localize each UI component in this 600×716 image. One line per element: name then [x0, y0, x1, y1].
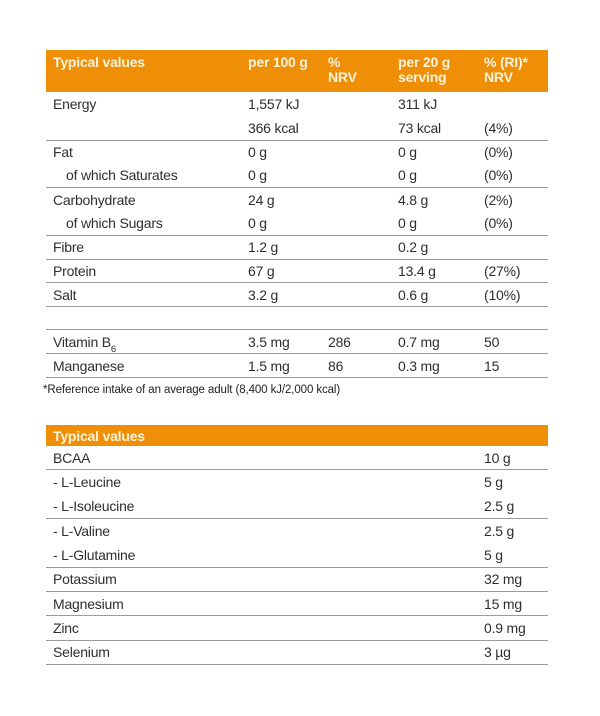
header-ri-nrv: % (RI)* NRV	[484, 54, 528, 85]
cell-per-100g: 366 kcal	[248, 119, 299, 136]
label-subscript: 6	[110, 344, 116, 356]
cell-label: Energy	[53, 95, 97, 112]
cell-label: - L-Leucine	[53, 474, 121, 491]
cell-label: Magnesium	[53, 595, 124, 612]
cell-value: 2.5 g	[484, 498, 515, 515]
cell-nrv: 286	[328, 333, 351, 350]
cell-value: 3 µg	[484, 644, 511, 661]
cell-label: BCAA	[53, 449, 91, 466]
cell-ri-nrv: (0%)	[484, 143, 513, 160]
cell-per-100g: 1,557 kJ	[248, 95, 300, 112]
table-row: - L-Glutamine 5 g	[46, 543, 548, 568]
table-body: Energy 1,557 kJ 311 kJ 366 kcal 73 kcal (4%) F…	[46, 92, 548, 379]
cell-per-20g: 0.7 mg	[398, 333, 440, 350]
cell-value: 10 g	[484, 449, 511, 466]
cell-label: Salt	[53, 286, 77, 303]
cell-label: Zinc	[53, 619, 79, 636]
cell-value: 5 g	[484, 474, 503, 491]
table-header-bar: Typical values per 100 g % NRV per 20 g …	[46, 50, 548, 92]
cell-ri-nrv: (4%)	[484, 119, 513, 136]
cell-per-20g: 4.8 g	[398, 191, 429, 208]
header-nrv: % NRV	[328, 54, 357, 85]
cell-per-100g: 1.5 mg	[248, 357, 290, 374]
table-row: Fat 0 g 0 g (0%)	[46, 139, 548, 164]
table-row: Potassium 32 mg	[46, 568, 548, 592]
cell-ri-nrv: (2%)	[484, 191, 513, 208]
cell-per-100g: 67 g	[248, 262, 275, 279]
cell-label: - L-Isoleucine	[53, 498, 135, 515]
table-row: Magnesium 15 mg	[46, 592, 548, 617]
table-header-bar: Typical values	[46, 425, 548, 446]
cell-label: Carbohydrate	[53, 191, 136, 208]
cell-value: 5 g	[484, 546, 503, 563]
table-row: Vitamin B6 3.5 mg 286 0.7 mg 50	[46, 330, 548, 356]
header-per-20g-serving: per 20 g serving	[398, 54, 451, 85]
table-row: Energy 1,557 kJ 311 kJ	[46, 92, 548, 116]
cell-ri-nrv: (27%)	[484, 262, 521, 279]
cell-label: Potassium	[53, 571, 117, 588]
cell-label: Vitamin B6	[53, 333, 116, 356]
cell-per-20g: 73 kcal	[398, 119, 441, 136]
table-row: Manganese 1.5 mg 86 0.3 mg 15	[46, 353, 548, 377]
cell-per-100g: 0 g	[248, 143, 267, 160]
table-body: BCAA 10 g - L-Leucine 5 g - L-Isoleucine 2.5 …	[46, 446, 548, 665]
cell-value: 2.5 g	[484, 523, 515, 540]
cell-label: Manganese	[53, 357, 125, 374]
cell-per-100g: 0 g	[248, 214, 267, 231]
cell-per-20g: 0 g	[398, 214, 417, 231]
cell-per-20g: 13.4 g	[398, 262, 436, 279]
table-row: 366 kcal 73 kcal (4%)	[46, 116, 548, 140]
nutrition-table-primary: Typical values per 100 g % NRV per 20 g …	[46, 50, 548, 379]
cell-per-100g: 0 g	[248, 167, 267, 184]
cell-label: of which Sugars	[66, 214, 163, 231]
cell-value: 15 mg	[484, 595, 522, 612]
cell-nrv: 86	[328, 357, 344, 374]
cell-per-20g: 311 kJ	[398, 95, 438, 112]
cell-ri-nrv: 15	[484, 357, 500, 374]
table-row: Fibre 1.2 g 0.2 g	[46, 234, 548, 259]
header-typical-values: Typical values	[53, 54, 145, 70]
table-row: - L-Valine 2.5 g	[46, 519, 548, 543]
table-row: of which Sugars 0 g 0 g (0%)	[46, 211, 548, 235]
table-row: Selenium 3 µg	[46, 641, 548, 665]
cell-ri-nrv: 50	[484, 333, 500, 350]
cell-per-100g: 3.5 mg	[248, 333, 290, 350]
cell-label: - L-Glutamine	[53, 546, 136, 563]
cell-ri-nrv: (10%)	[484, 286, 521, 303]
cell-label: Protein	[53, 262, 96, 279]
nutrition-table-amino-minerals: Typical values BCAA 10 g- L-Leucine 5 g- L…	[46, 425, 548, 665]
cell-label: Fibre	[53, 239, 84, 256]
cell-per-100g: 24 g	[248, 191, 275, 208]
cell-ri-nrv: (0%)	[484, 214, 513, 231]
table-row: - L-Isoleucine 2.5 g	[46, 495, 548, 519]
cell-label: Fat	[53, 143, 73, 160]
footnote: *Reference intake of an average adult (8…	[43, 384, 341, 396]
cell-per-100g: 1.2 g	[248, 239, 279, 256]
header-typical-values: Typical values	[53, 427, 145, 444]
cell-per-20g: 0 g	[398, 167, 417, 184]
table-row: Salt 3.2 g 0.6 g (10%)	[46, 282, 548, 306]
table-row: of which Saturates 0 g 0 g (0%)	[46, 163, 548, 187]
cell-value: 32 mg	[484, 571, 522, 588]
cell-per-20g: 0.2 g	[398, 239, 429, 256]
cell-label: Selenium	[53, 644, 110, 661]
header-per-100g: per 100 g	[248, 54, 308, 70]
cell-per-20g: 0 g	[398, 143, 417, 160]
table-section-spacer	[46, 306, 548, 330]
cell-per-100g: 3.2 g	[248, 286, 279, 303]
table-row: BCAA 10 g	[46, 446, 548, 471]
cell-label: - L-Valine	[53, 523, 110, 540]
cell-label: of which Saturates	[66, 167, 178, 184]
table-row: Zinc 0.9 mg	[46, 616, 548, 641]
cell-per-20g: 0.6 g	[398, 286, 429, 303]
table-row: Carbohydrate 24 g 4.8 g (2%)	[46, 187, 548, 211]
cell-per-20g: 0.3 mg	[398, 357, 440, 374]
table-row: Protein 67 g 13.4 g (27%)	[46, 258, 548, 283]
cell-value: 0.9 mg	[484, 619, 526, 636]
cell-ri-nrv: (0%)	[484, 167, 513, 184]
table-row: - L-Leucine 5 g	[46, 470, 548, 494]
